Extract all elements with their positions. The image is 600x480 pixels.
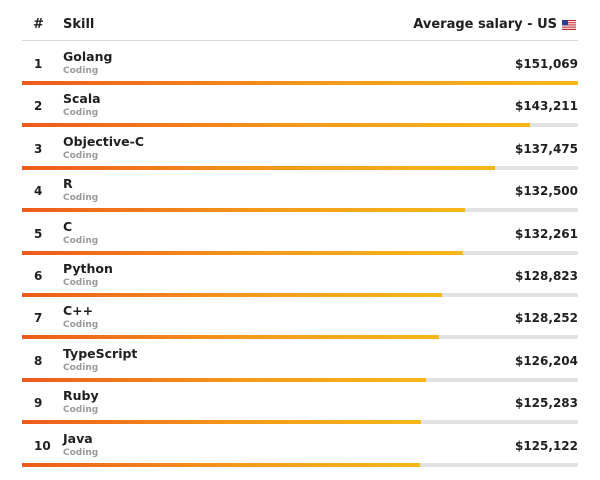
rank-number: 1 — [34, 57, 43, 71]
salary-bar — [22, 208, 465, 213]
salary-bar — [22, 123, 531, 128]
skill-name: C++ — [63, 303, 94, 319]
salary-bar — [22, 420, 421, 425]
salary-value: $151,069 — [514, 57, 578, 71]
bar-track — [22, 123, 578, 128]
skill-name: Golang — [63, 49, 113, 64]
skill-category: Coding — [63, 150, 99, 161]
salary-bar — [22, 81, 578, 85]
table-header: # Skill Average salary - US — [22, 0, 578, 41]
bar-track — [22, 165, 578, 170]
bar-track — [22, 377, 578, 382]
salary-value: $132,261 — [514, 226, 578, 241]
bar-track — [22, 462, 578, 467]
salary-value: $126,204 — [514, 353, 578, 368]
rank-number: 10 — [34, 438, 51, 453]
salary-value: $137,475 — [514, 141, 578, 156]
salary-bar — [22, 377, 427, 382]
skill-name: Java — [63, 430, 93, 446]
rank-number: 7 — [34, 311, 43, 326]
list-item: 6 Python Coding $128,823 — [22, 254, 578, 297]
salary-bar — [22, 462, 420, 467]
skill-name: Scala — [63, 91, 101, 107]
salary-value: $128,252 — [514, 311, 578, 326]
skill-name: Python — [63, 261, 113, 276]
skill-name: Ruby — [63, 388, 99, 404]
rank-number: 8 — [34, 353, 43, 368]
list-item: 1 Golang Coding $151,069 — [22, 42, 578, 85]
list-item: 5 C Coding $132,261 — [22, 212, 578, 255]
rank-number: 5 — [34, 226, 43, 241]
skill-name: TypeScript — [63, 345, 138, 361]
salary-bar — [22, 250, 464, 255]
skill-name: Objective-C — [63, 133, 144, 149]
skill-category: Coding — [63, 193, 99, 204]
list-item: 3 Objective-C Coding $137,475 — [22, 127, 578, 170]
salary-bar — [22, 293, 443, 297]
list-item: 9 Ruby Coding $125,283 — [22, 381, 578, 425]
list-item: 4 R Coding $132,500 — [22, 169, 578, 213]
skill-category: Coding — [63, 278, 99, 288]
salary-bar — [22, 165, 495, 170]
list-item: 2 Scala Coding $143,211 — [22, 84, 578, 128]
bar-track — [22, 250, 578, 255]
skill-category: Coding — [63, 235, 99, 246]
salary-value: $132,500 — [514, 184, 578, 199]
list-item: 8 TypeScript Coding $126,204 — [22, 339, 578, 382]
list-item: 10 Java Coding $125,122 — [22, 424, 578, 467]
salary-value: $125,122 — [514, 438, 578, 453]
bar-track — [22, 81, 578, 85]
rank-number: 6 — [34, 269, 43, 283]
salary-bar — [22, 335, 439, 340]
skill-category: Coding — [63, 362, 99, 373]
salary-value: $125,283 — [514, 396, 578, 411]
skill-category: Coding — [63, 320, 99, 331]
bar-track — [22, 420, 578, 425]
skill-column-header: Skill — [63, 17, 95, 32]
bar-track — [22, 335, 578, 340]
bar-track — [22, 208, 578, 213]
skill-category: Coding — [63, 447, 99, 458]
rank-number: 4 — [34, 184, 43, 199]
bar-track — [22, 293, 578, 297]
salary-value: $128,823 — [514, 269, 578, 283]
rank-column-header: # — [33, 17, 44, 32]
rank-number: 2 — [34, 99, 43, 114]
skill-category: Coding — [63, 108, 99, 119]
salary-column-header: Average salary - US — [413, 17, 576, 32]
us-flag-icon — [562, 19, 576, 30]
rank-number: 3 — [34, 141, 43, 156]
skill-category: Coding — [63, 405, 99, 416]
salary-value: $143,211 — [514, 99, 578, 114]
list-item: 7 C++ Coding $128,252 — [22, 296, 578, 340]
skill-category: Coding — [63, 66, 99, 76]
salary-column-header-label: Average salary - US — [413, 17, 557, 32]
skill-name: C — [63, 218, 73, 234]
skill-name: R — [63, 176, 73, 192]
rank-number: 9 — [34, 396, 43, 411]
